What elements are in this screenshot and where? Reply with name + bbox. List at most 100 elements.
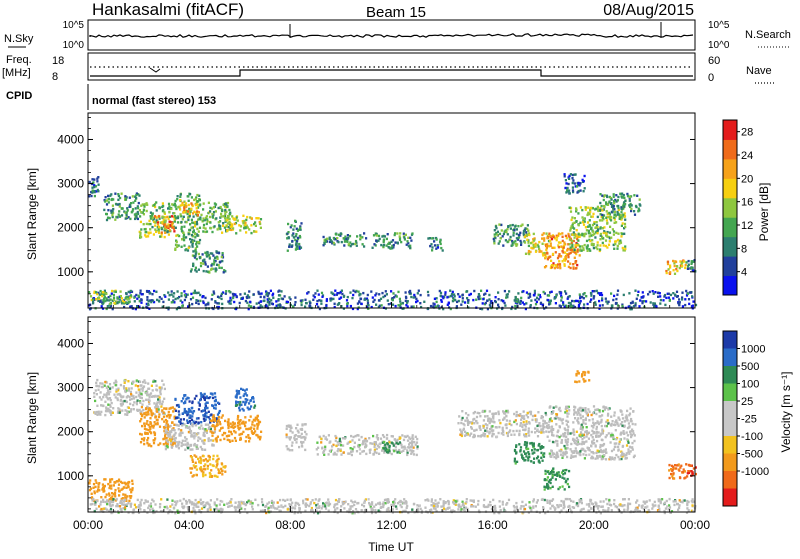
scatter-cell (688, 264, 690, 266)
scatter-cell (244, 222, 246, 224)
scatter-cell (407, 452, 409, 454)
scatter-cell (115, 216, 117, 218)
scatter-cell (617, 233, 619, 235)
scatter-cell (544, 470, 546, 472)
scatter-cell (405, 234, 407, 236)
scatter-cell (679, 267, 681, 269)
scatter-cell (162, 202, 164, 204)
scatter-cell (545, 412, 547, 414)
scatter-cell (146, 423, 148, 425)
scatter-cell (183, 216, 185, 218)
scatter-cell (573, 452, 575, 454)
scatter-cell (639, 198, 641, 200)
scatter-cell (231, 215, 233, 217)
scatter-cell (291, 449, 293, 451)
scatter-cell (558, 418, 560, 420)
scatter-cell (556, 475, 558, 477)
scatter-cell (647, 293, 649, 295)
scatter-cell (587, 207, 589, 209)
scatter-cell (156, 410, 158, 412)
scatter-cell (204, 397, 206, 399)
scatter-cell (566, 415, 568, 417)
scatter-cell (148, 388, 150, 390)
scatter-cell (141, 299, 143, 301)
scatter-cell (102, 386, 104, 388)
scatter-cell (205, 227, 207, 229)
scatter-cell (328, 434, 330, 436)
scatter-cell (142, 203, 144, 205)
scatter-cell (676, 291, 678, 293)
scatter-cell (163, 383, 165, 385)
scatter-cell (204, 407, 206, 409)
scatter-cell (223, 215, 225, 217)
scatter-cell (346, 305, 348, 307)
scatter-cell (98, 296, 100, 298)
scatter-cell (99, 413, 101, 415)
scatter-cell (156, 408, 158, 410)
scatter-cell (688, 303, 690, 305)
scatter-cell (537, 245, 539, 247)
scatter-cell (143, 439, 145, 441)
scatter-cell (559, 263, 561, 265)
scatter-cell (688, 260, 690, 262)
scatter-cell (268, 303, 270, 305)
scatter-cell (126, 211, 128, 213)
scatter-cell (118, 408, 120, 410)
scatter-cell (589, 225, 591, 227)
scatter-cell (616, 211, 618, 213)
scatter-cell (125, 198, 127, 200)
scatter-cell (143, 443, 145, 445)
scatter-cell (520, 244, 522, 246)
scatter-cell (206, 432, 208, 434)
scatter-cell (565, 481, 567, 483)
scatter-cell (491, 429, 493, 431)
scatter-cell (687, 293, 689, 295)
scatter-cell (549, 301, 551, 303)
scatter-cell (611, 198, 613, 200)
scatter-cell (544, 488, 546, 490)
scatter-cell (196, 223, 198, 225)
scatter-cell (432, 302, 434, 304)
scatter-cell (143, 422, 145, 424)
scatter-cell (543, 452, 545, 454)
scatter-cell (301, 442, 303, 444)
scatter-cell (636, 298, 638, 300)
scatter-cell (516, 461, 518, 463)
scatter-cell (473, 290, 475, 292)
scatter-cell (551, 434, 553, 436)
scatter-cell (530, 304, 532, 306)
scatter-cell (253, 293, 255, 295)
scatter-cell (601, 214, 603, 216)
scatter-cell (124, 382, 126, 384)
scatter-cell (126, 396, 128, 398)
scatter-cell (163, 443, 165, 445)
scatter-cell (575, 260, 577, 262)
scatter-cell (351, 454, 353, 456)
scatter-cell (571, 234, 573, 236)
scatter-cell (246, 394, 248, 396)
scatter-cell (599, 193, 601, 195)
freq-tick-low: 8 (52, 71, 58, 83)
scatter-cell (150, 432, 152, 434)
scatter-cell (609, 232, 611, 234)
scatter-cell (104, 414, 106, 416)
scatter-cell (161, 298, 163, 300)
scatter-cell (211, 443, 213, 445)
scatter-cell (575, 450, 577, 452)
scatter-cell (222, 252, 224, 254)
scatter-cell (351, 297, 353, 299)
scatter-cell (479, 415, 481, 417)
scatter-cell (250, 405, 252, 407)
scatter-cell (152, 217, 154, 219)
scatter-cell (218, 224, 220, 226)
scatter-cell (390, 290, 392, 292)
scatter-cell (690, 263, 692, 265)
scatter-cell (516, 414, 518, 416)
scatter-cell (301, 433, 303, 435)
scatter-cell (623, 437, 625, 439)
scatter-cell (672, 297, 674, 299)
scatter-cell (142, 409, 144, 411)
scatter-cell (126, 207, 128, 209)
scatter-cell (691, 295, 693, 297)
scatter-cell (293, 437, 295, 439)
